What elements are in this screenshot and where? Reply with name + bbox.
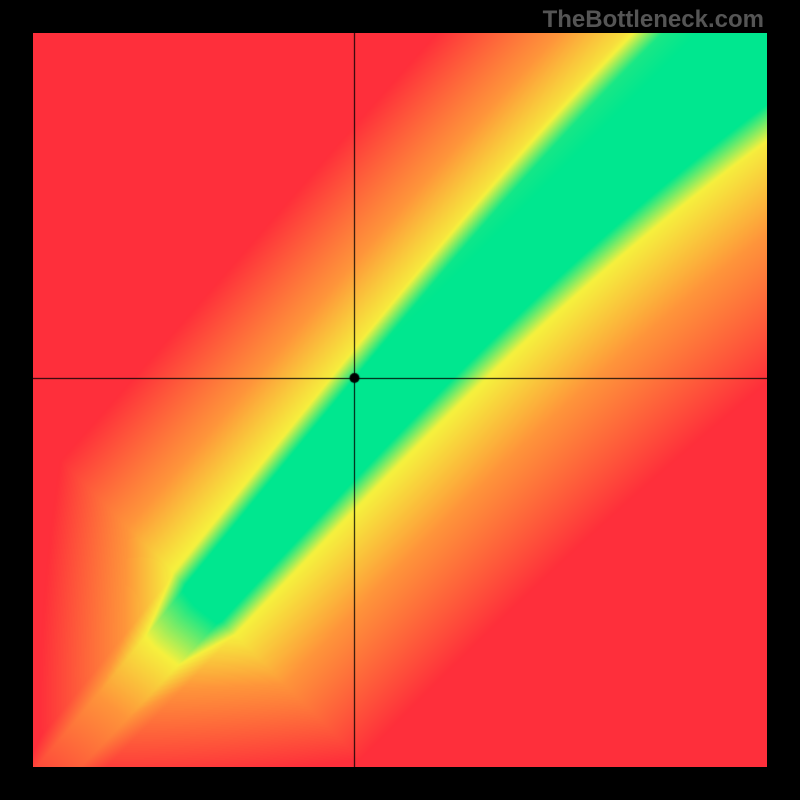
bottleneck-heatmap (33, 33, 767, 767)
watermark-text: TheBottleneck.com (543, 6, 764, 34)
chart-frame: TheBottleneck.com (0, 0, 800, 800)
